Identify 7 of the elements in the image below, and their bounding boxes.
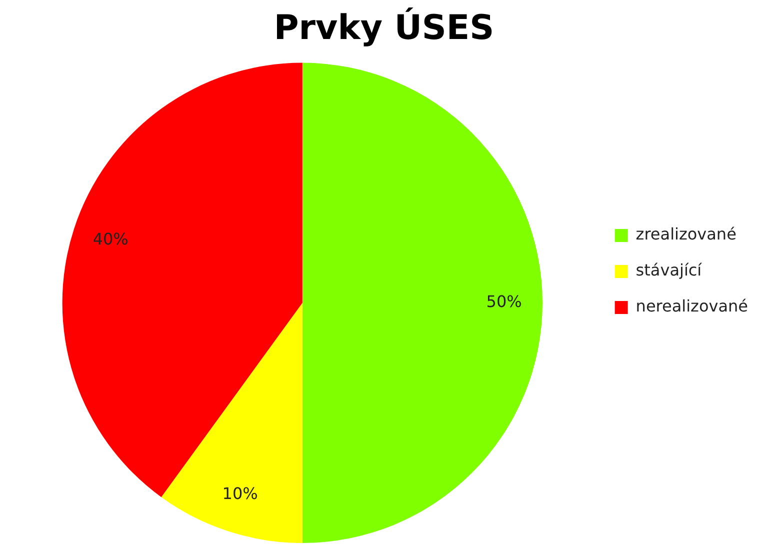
chart-title: Prvky ÚSES [274, 7, 494, 48]
data-label: 40% [92, 230, 128, 249]
legend-label: zrealizované [636, 224, 736, 244]
legend-label: nerealizované [636, 296, 748, 316]
legend-label: stávající [636, 260, 702, 280]
data-label: 10% [222, 484, 258, 503]
data-label: 50% [486, 292, 522, 312]
